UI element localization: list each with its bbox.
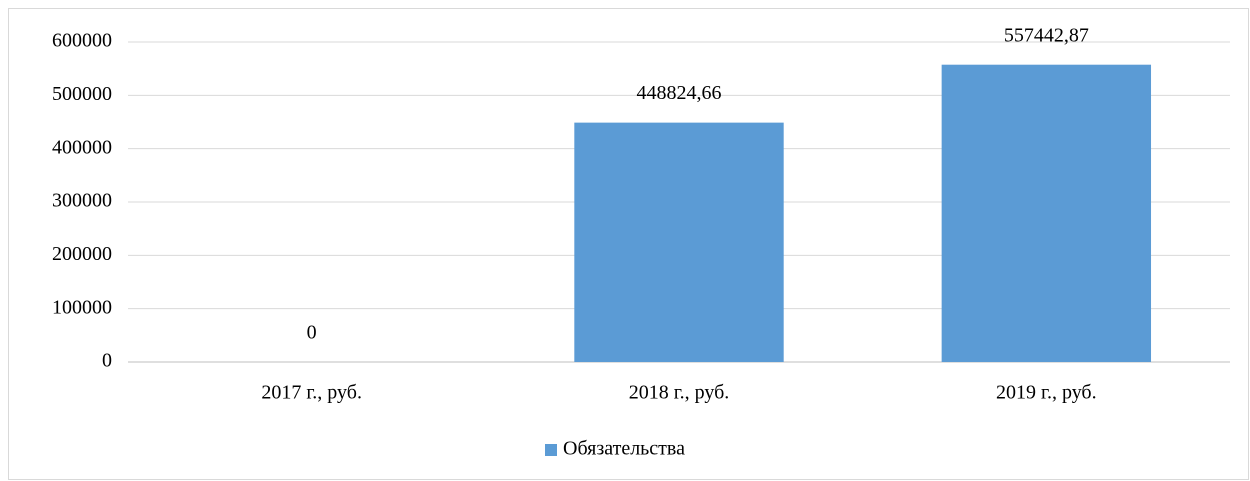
y-tick-label: 200000 (52, 243, 112, 265)
y-tick-label: 400000 (52, 136, 112, 158)
y-tick-label: 0 (102, 350, 112, 372)
bar (574, 122, 784, 362)
data-label: 448824,66 (637, 82, 722, 104)
y-tick-label: 500000 (52, 83, 112, 105)
data-label: 0 (307, 322, 317, 344)
x-tick-label: 2018 г., руб. (629, 382, 730, 404)
x-tick-label: 2019 г., руб. (996, 382, 1097, 404)
x-tick-label: 2017 г., руб. (261, 382, 362, 404)
legend-swatch (545, 444, 557, 456)
y-tick-label: 100000 (52, 296, 112, 318)
legend-label: Обязательства (563, 438, 685, 460)
data-label: 557442,87 (1004, 24, 1089, 46)
y-tick-label: 600000 (52, 30, 112, 52)
bar (941, 64, 1152, 362)
y-tick-label: 300000 (52, 190, 112, 212)
